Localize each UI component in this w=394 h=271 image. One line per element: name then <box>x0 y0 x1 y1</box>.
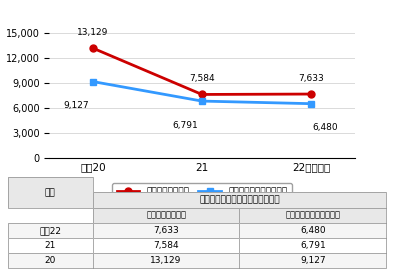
FancyBboxPatch shape <box>93 238 240 253</box>
Legend: 申請・届出等手続, 申請・届出等以外の手続: 申請・届出等手続, 申請・届出等以外の手続 <box>112 183 292 201</box>
Text: 13,129: 13,129 <box>77 28 109 37</box>
FancyBboxPatch shape <box>93 223 240 238</box>
Text: 13,129: 13,129 <box>151 256 182 265</box>
FancyBboxPatch shape <box>93 253 240 268</box>
Text: オンラインでの利用が可能な手続: オンラインでの利用が可能な手続 <box>199 195 280 205</box>
Text: 7,633: 7,633 <box>153 226 179 235</box>
FancyBboxPatch shape <box>8 253 93 268</box>
Text: 9,127: 9,127 <box>300 256 325 265</box>
Text: 7,584: 7,584 <box>153 241 179 250</box>
FancyBboxPatch shape <box>93 192 386 208</box>
Text: 9,127: 9,127 <box>63 101 89 110</box>
FancyBboxPatch shape <box>8 238 93 253</box>
FancyBboxPatch shape <box>8 177 93 208</box>
FancyBboxPatch shape <box>240 253 386 268</box>
Text: 20: 20 <box>45 256 56 265</box>
Text: 申請・届出等手続: 申請・届出等手続 <box>146 211 186 220</box>
FancyBboxPatch shape <box>240 238 386 253</box>
Text: 7,633: 7,633 <box>298 74 324 83</box>
FancyBboxPatch shape <box>8 223 93 238</box>
Text: 7,584: 7,584 <box>189 74 215 83</box>
FancyBboxPatch shape <box>240 208 386 223</box>
Text: 6,480: 6,480 <box>300 226 325 235</box>
Text: 年度: 年度 <box>45 188 56 197</box>
Text: 平成22: 平成22 <box>39 226 61 235</box>
Text: 申請・届出等以外の手続: 申請・届出等以外の手続 <box>285 211 340 220</box>
FancyBboxPatch shape <box>240 223 386 238</box>
Text: 6,791: 6,791 <box>173 121 198 130</box>
Text: 6,480: 6,480 <box>312 123 338 132</box>
Text: 6,791: 6,791 <box>300 241 326 250</box>
FancyBboxPatch shape <box>93 208 240 223</box>
Text: 21: 21 <box>45 241 56 250</box>
